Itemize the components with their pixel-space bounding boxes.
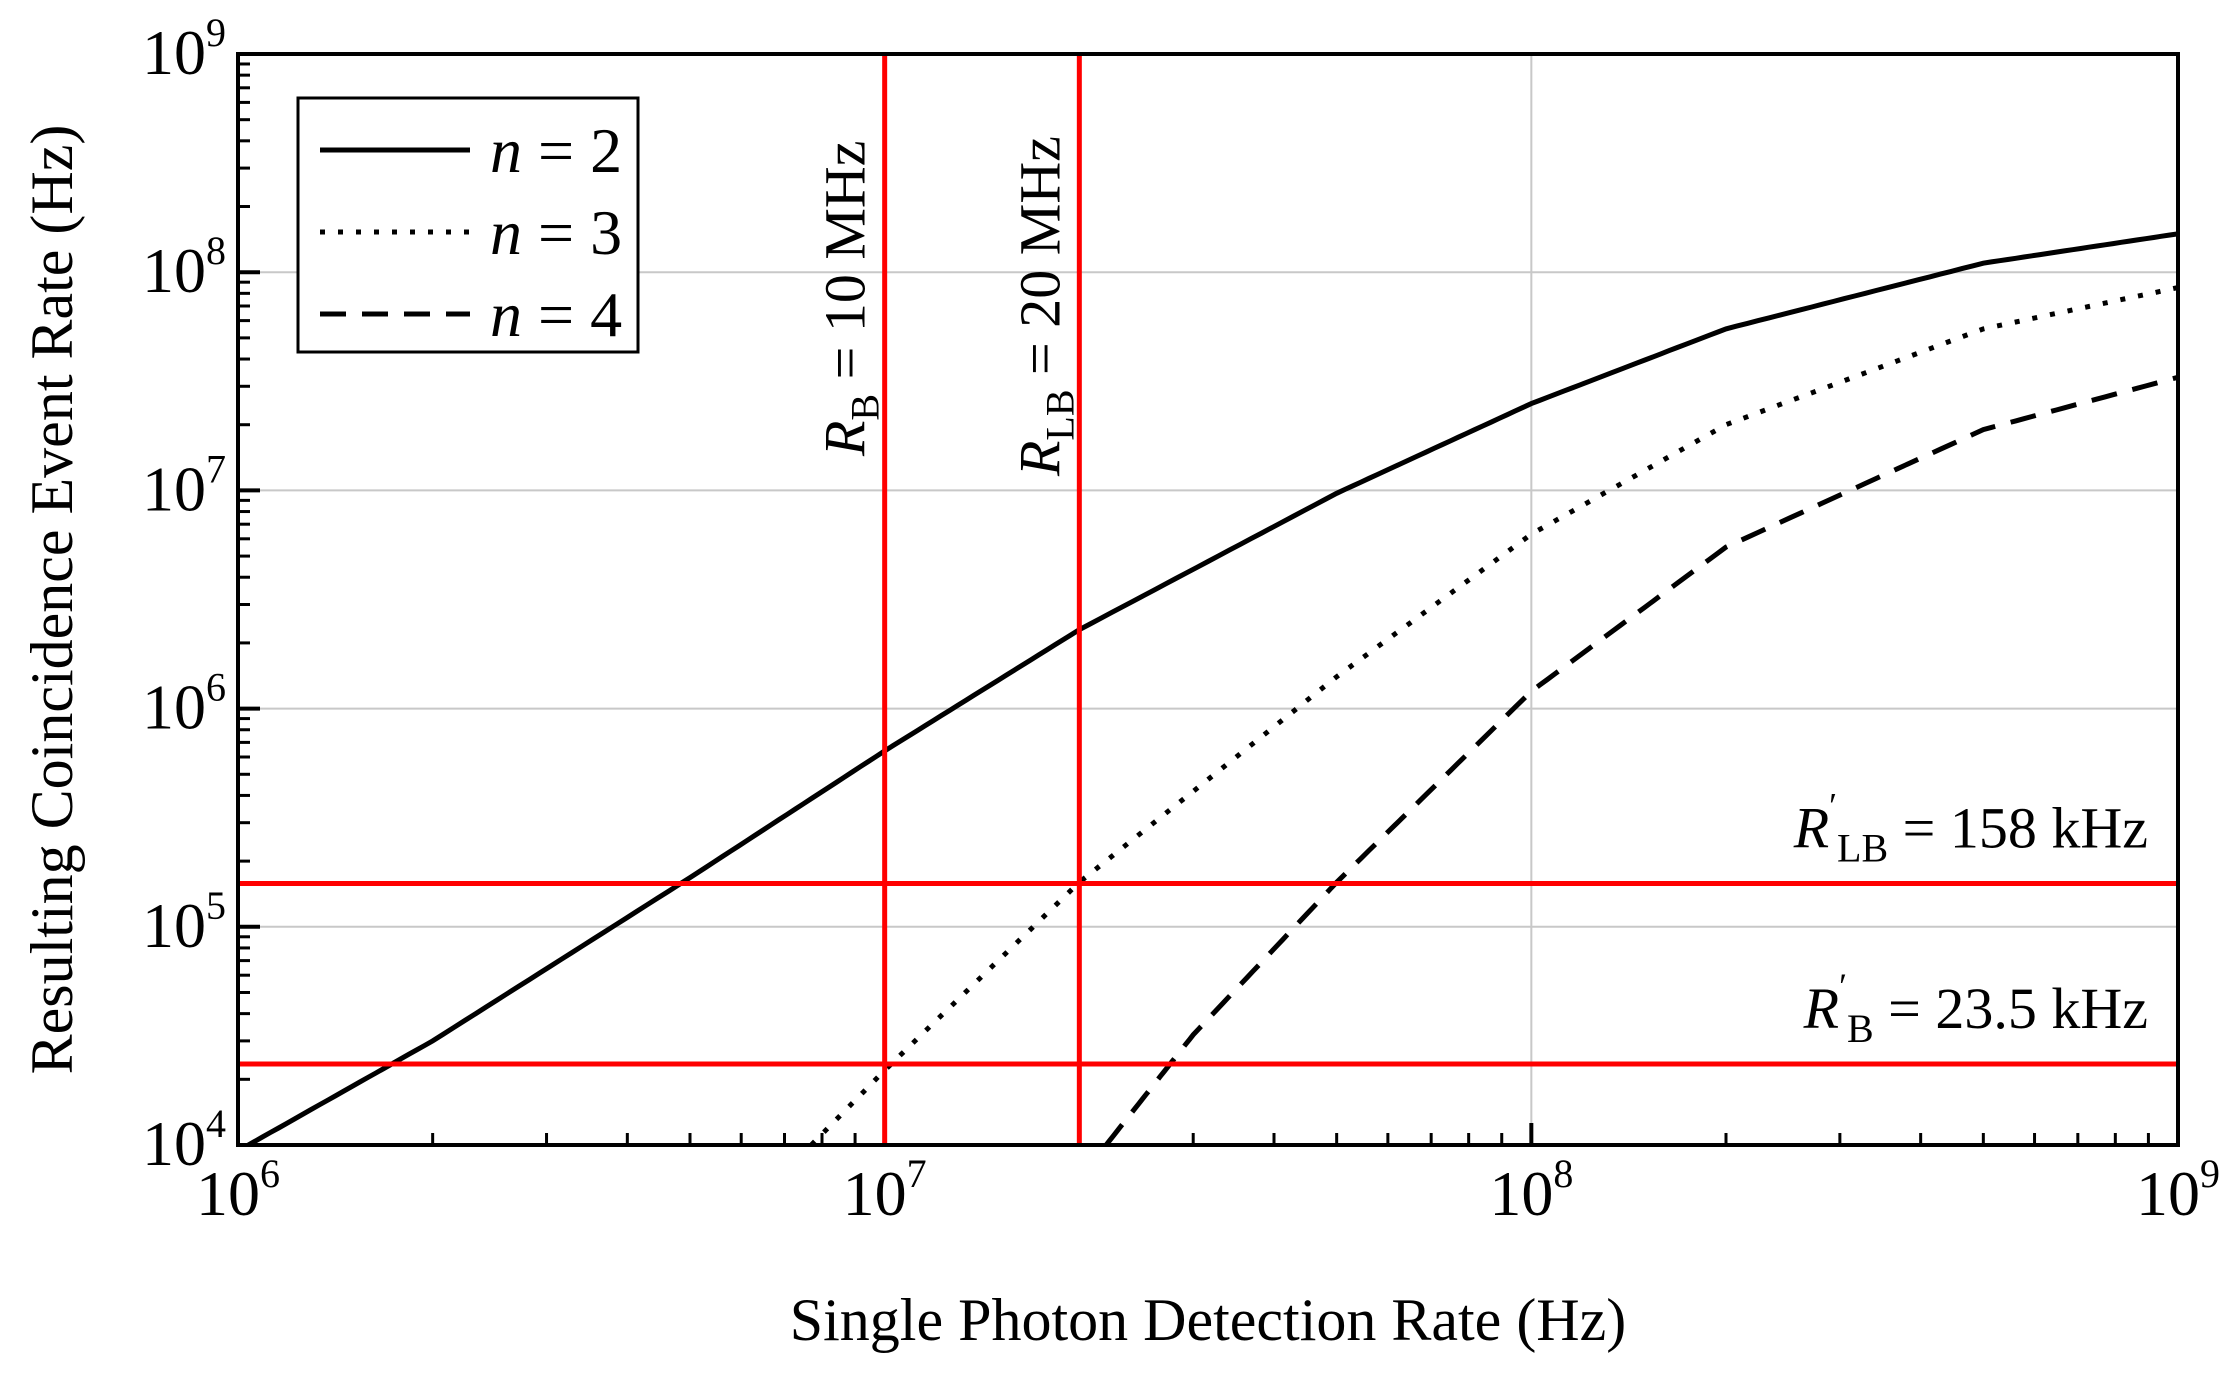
y-tick-label: 109 bbox=[142, 10, 226, 88]
ref-annotation-b-prime: R′B = 23.5 kHz bbox=[1803, 966, 2148, 1051]
ref-annotation-b: RB = 10 MHz bbox=[813, 140, 888, 457]
y-tick-label: 108 bbox=[142, 228, 226, 306]
ref-annotation-group: RLB = 20 MHz bbox=[1007, 136, 1082, 477]
ref-annotation-lb: RLB = 20 MHz bbox=[1007, 136, 1082, 477]
reference-lines bbox=[238, 54, 2178, 1145]
legend-label-4: n = 4 bbox=[490, 279, 622, 350]
x-tick-label: 107 bbox=[843, 1151, 927, 1229]
legend: n = 2 n = 3 n = 4 bbox=[296, 96, 640, 354]
y-tick-label: 106 bbox=[142, 665, 226, 743]
reference-annotations: RB = 10 MHz RLB = 20 MHz R′LB = 158 kHz R′B… bbox=[813, 136, 2148, 1051]
series-line-4 bbox=[1104, 374, 2178, 1145]
legend-box bbox=[296, 96, 640, 354]
y-tick-label: 104 bbox=[142, 1101, 226, 1179]
y-axis-label: Resulting Coincidence Event Rate (Hz) bbox=[19, 125, 85, 1075]
x-tick-label: 108 bbox=[1489, 1151, 1573, 1229]
ref-annotation-lb-prime: R′LB = 158 kHz bbox=[1793, 785, 2148, 870]
series-line-2 bbox=[243, 231, 2178, 1145]
tick-labels: 106 107 108 109 104 105 106 107 108 109 bbox=[142, 10, 2220, 1229]
y-tick-label: 105 bbox=[142, 883, 226, 961]
ref-annotation-group: RB = 10 MHz bbox=[813, 140, 888, 457]
legend-label-3: n = 3 bbox=[490, 197, 622, 268]
x-axis-label: Single Photon Detection Rate (Hz) bbox=[790, 1287, 1626, 1353]
series-layer bbox=[243, 231, 2178, 1145]
x-tick-label: 109 bbox=[2136, 1151, 2220, 1229]
x-tick-label: 106 bbox=[196, 1151, 280, 1229]
y-tick-label: 107 bbox=[142, 446, 226, 524]
legend-label-2: n = 2 bbox=[490, 115, 622, 186]
plot-frame bbox=[236, 52, 2180, 1147]
